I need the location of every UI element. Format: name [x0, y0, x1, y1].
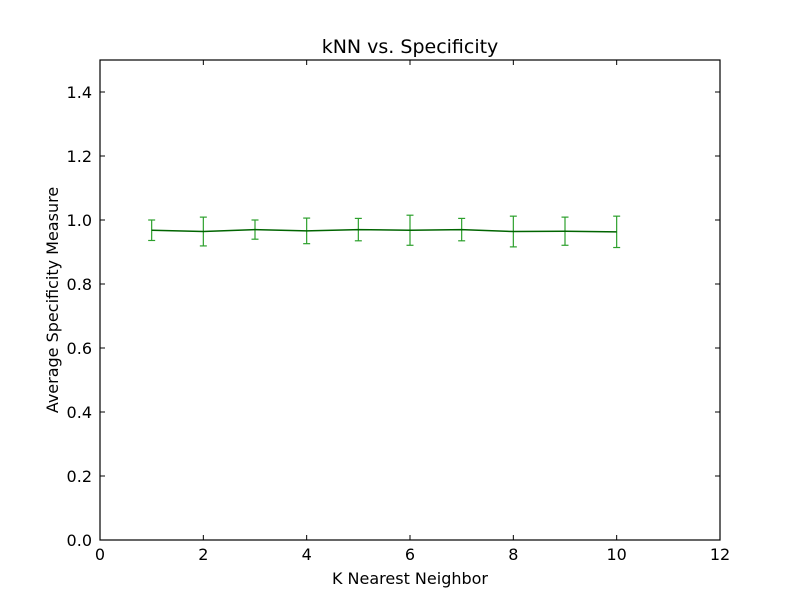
x-axis-title: K Nearest Neighbor [332, 569, 488, 588]
y-tick-label: 1.2 [67, 147, 92, 166]
axis-ticks: 0 2 4 6 8 10 12 0.0 0.2 0.4 0.6 0.8 1.0 1.2 1.4 [67, 60, 730, 564]
y-tick-label: 0.2 [67, 467, 92, 486]
plot-frame [99, 59, 721, 541]
y-tick-label: 0.8 [67, 275, 92, 294]
y-tick-label: 1.4 [67, 83, 92, 102]
chart-title: kNN vs. Specificity [322, 36, 499, 58]
x-tick-label: 10 [606, 545, 626, 564]
error-bar [148, 219, 156, 242]
plot-area-frame [99, 59, 721, 541]
x-tick-label: 12 [710, 545, 730, 564]
series-line-group [151, 228, 617, 233]
y-tick-label: 0.4 [67, 403, 92, 422]
x-tick-label: 4 [302, 545, 312, 564]
y-tick-label: 0.0 [67, 531, 92, 550]
series-line [151, 228, 617, 233]
y-axis-title: Average Specificity Measure [43, 187, 62, 413]
x-tick-label: 6 [405, 545, 415, 564]
x-tick-label: 0 [95, 545, 105, 564]
x-tick-label: 2 [198, 545, 208, 564]
y-tick-label: 1.0 [67, 211, 92, 230]
y-tick-label: 0.6 [67, 339, 92, 358]
x-tick-label: 8 [508, 545, 518, 564]
